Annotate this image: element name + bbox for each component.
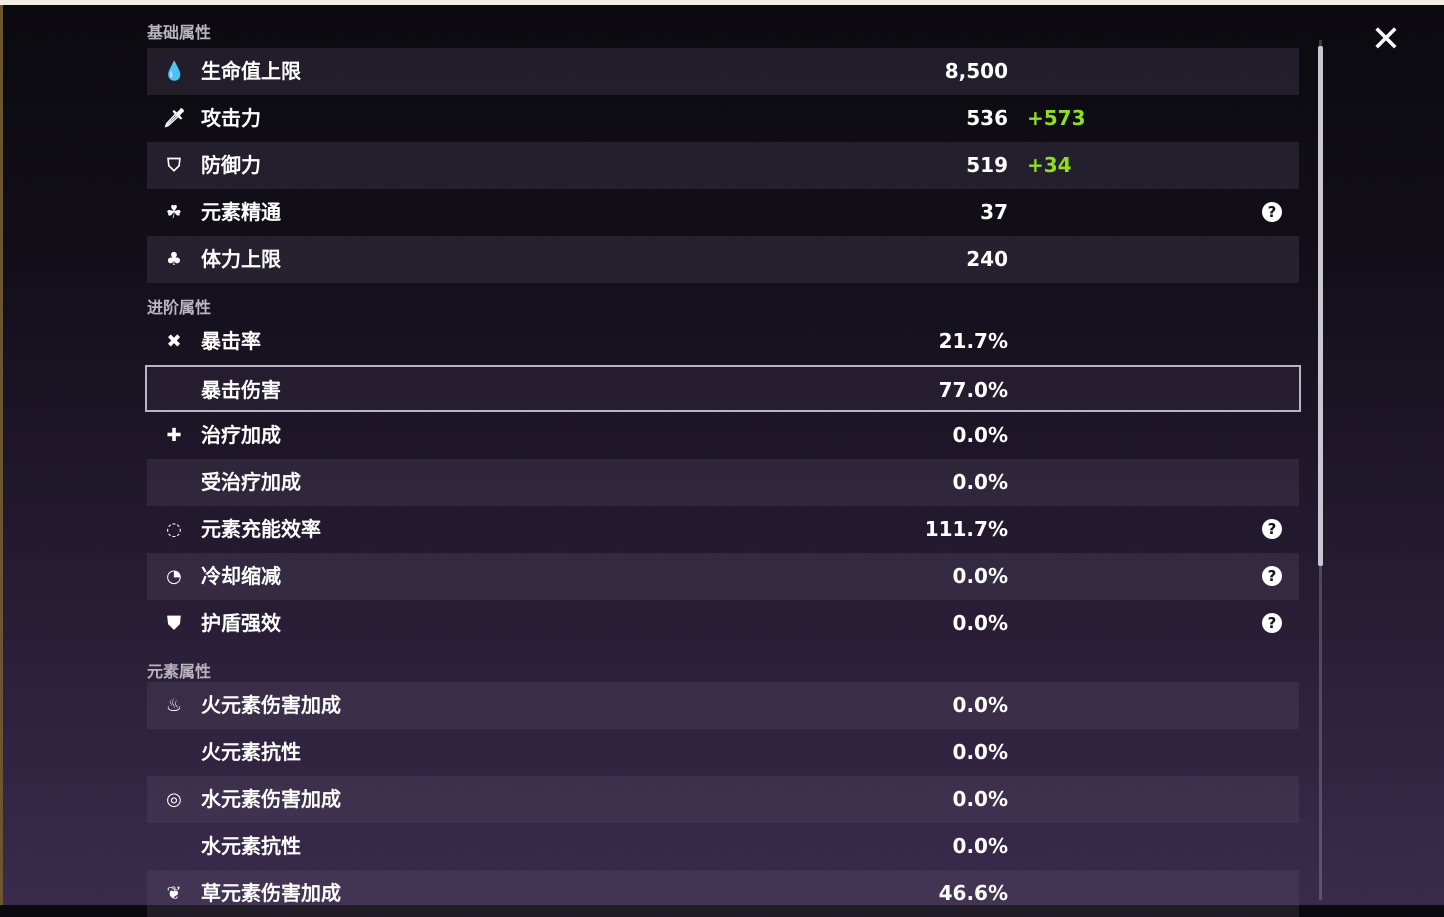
stat-label: 火元素伤害加成 <box>201 693 341 717</box>
section-header: 进阶属性 <box>147 298 212 317</box>
stamina-icon: ♣ <box>165 249 183 270</box>
stat-value: 0.0% <box>952 787 1008 811</box>
stats-panel: 基础属性 💧 生命值上限 8,500 🗡 攻击力 536 +573 ⛉ 防御力 519 +34 ☘ 元素精… <box>145 22 1301 917</box>
stat-row-shield-strength[interactable]: ⛊ 护盾强效 0.0%? <box>147 600 1299 647</box>
stat-value: 0.0% <box>952 693 1008 717</box>
stat-label: 治疗加成 <box>201 423 281 447</box>
stat-value: 37 <box>980 200 1008 224</box>
stat-label: 水元素抗性 <box>201 834 301 858</box>
stat-value: 0.0% <box>952 834 1008 858</box>
stat-value: 240 <box>966 247 1008 271</box>
stat-row-dendro[interactable]: ❦ 草元素伤害加成 46.6% <box>147 870 1299 917</box>
stat-row-sword[interactable]: 🗡 攻击力 536 +573 <box>147 95 1299 142</box>
stat-row-crit-dmg[interactable]: 暴击伤害 77.0% <box>145 365 1301 412</box>
stat-label: 元素精通 <box>201 200 281 224</box>
help-icon[interactable]: ? <box>1262 613 1282 633</box>
section-header: 基础属性 <box>147 23 212 42</box>
left-edge <box>0 5 3 905</box>
top-strip <box>0 0 1444 5</box>
stat-row-hp-drop[interactable]: 💧 生命值上限 8,500 <box>147 48 1299 95</box>
crit-rate-icon: ✖ <box>166 331 182 352</box>
stat-value: 111.7% <box>924 517 1008 541</box>
stat-value: 8,500 <box>944 59 1008 83</box>
stat-label: 火元素抗性 <box>201 740 301 764</box>
stat-bonus: +573 <box>1027 106 1086 130</box>
stat-label: 冷却缩减 <box>201 564 281 588</box>
stat-label: 水元素伤害加成 <box>201 787 341 811</box>
stat-value: 0.0% <box>952 740 1008 764</box>
stat-row-plain[interactable]: 受治疗加成 0.0% <box>147 459 1299 506</box>
sword-icon: 🗡 <box>163 108 186 129</box>
help-icon[interactable]: ? <box>1262 519 1282 539</box>
stat-row-hydro[interactable]: ◎ 水元素伤害加成 0.0% <box>147 776 1299 823</box>
scrollbar-thumb[interactable] <box>1318 46 1323 566</box>
hydro-icon: ◎ <box>166 789 182 810</box>
stat-label: 体力上限 <box>201 247 281 271</box>
stat-row-cooldown[interactable]: ◔ 冷却缩减 0.0%? <box>147 553 1299 600</box>
stat-label: 生命值上限 <box>201 59 301 83</box>
stat-row-energy-recharge[interactable]: ◌ 元素充能效率 111.7%? <box>147 506 1299 553</box>
stat-row-stamina[interactable]: ♣ 体力上限 240 <box>147 236 1299 283</box>
dendro-icon: ❦ <box>166 883 182 904</box>
stat-row-elemental-mastery[interactable]: ☘ 元素精通 37? <box>147 189 1299 236</box>
stat-value: 0.0% <box>952 611 1008 635</box>
energy-recharge-icon: ◌ <box>166 519 182 540</box>
stat-label: 防御力 <box>201 153 261 177</box>
stat-label: 元素充能效率 <box>201 517 321 541</box>
stat-bonus: +34 <box>1027 153 1072 177</box>
stat-value: 46.6% <box>938 881 1008 905</box>
stat-row-plain[interactable]: 水元素抗性 0.0% <box>147 823 1299 870</box>
stat-row-pyro[interactable]: ♨ 火元素伤害加成 0.0% <box>147 682 1299 729</box>
close-icon: ✕ <box>1370 19 1402 60</box>
stat-row-shield[interactable]: ⛉ 防御力 519 +34 <box>147 142 1299 189</box>
stat-value: 536 <box>966 106 1008 130</box>
shield-strength-icon: ⛊ <box>167 613 181 634</box>
stat-row-plain[interactable]: 火元素抗性 0.0% <box>147 729 1299 776</box>
stat-row-crit-rate[interactable]: ✖ 暴击率 21.7% <box>147 318 1299 365</box>
stat-label: 暴击伤害 <box>201 378 281 402</box>
pyro-icon: ♨ <box>165 695 183 716</box>
stat-label: 受治疗加成 <box>201 470 301 494</box>
stat-value: 21.7% <box>938 329 1008 353</box>
healing-icon: ✚ <box>166 425 182 446</box>
help-icon[interactable]: ? <box>1262 202 1282 222</box>
elemental-mastery-icon: ☘ <box>165 202 183 223</box>
stat-label: 护盾强效 <box>201 611 281 635</box>
close-button[interactable]: ✕ <box>1368 22 1404 58</box>
stat-value: 0.0% <box>952 423 1008 447</box>
stat-value: 77.0% <box>938 378 1008 402</box>
stat-row-healing[interactable]: ✚ 治疗加成 0.0% <box>147 412 1299 459</box>
shield-icon: ⛉ <box>167 155 181 176</box>
stat-label: 暴击率 <box>201 329 261 353</box>
cooldown-icon: ◔ <box>166 566 182 587</box>
section-header: 元素属性 <box>147 662 212 681</box>
hp-drop-icon: 💧 <box>163 61 186 82</box>
stat-label: 攻击力 <box>201 106 261 130</box>
stat-value: 0.0% <box>952 470 1008 494</box>
stat-value: 0.0% <box>952 564 1008 588</box>
help-icon[interactable]: ? <box>1262 566 1282 586</box>
stat-label: 草元素伤害加成 <box>201 881 341 905</box>
stat-value: 519 <box>966 153 1008 177</box>
